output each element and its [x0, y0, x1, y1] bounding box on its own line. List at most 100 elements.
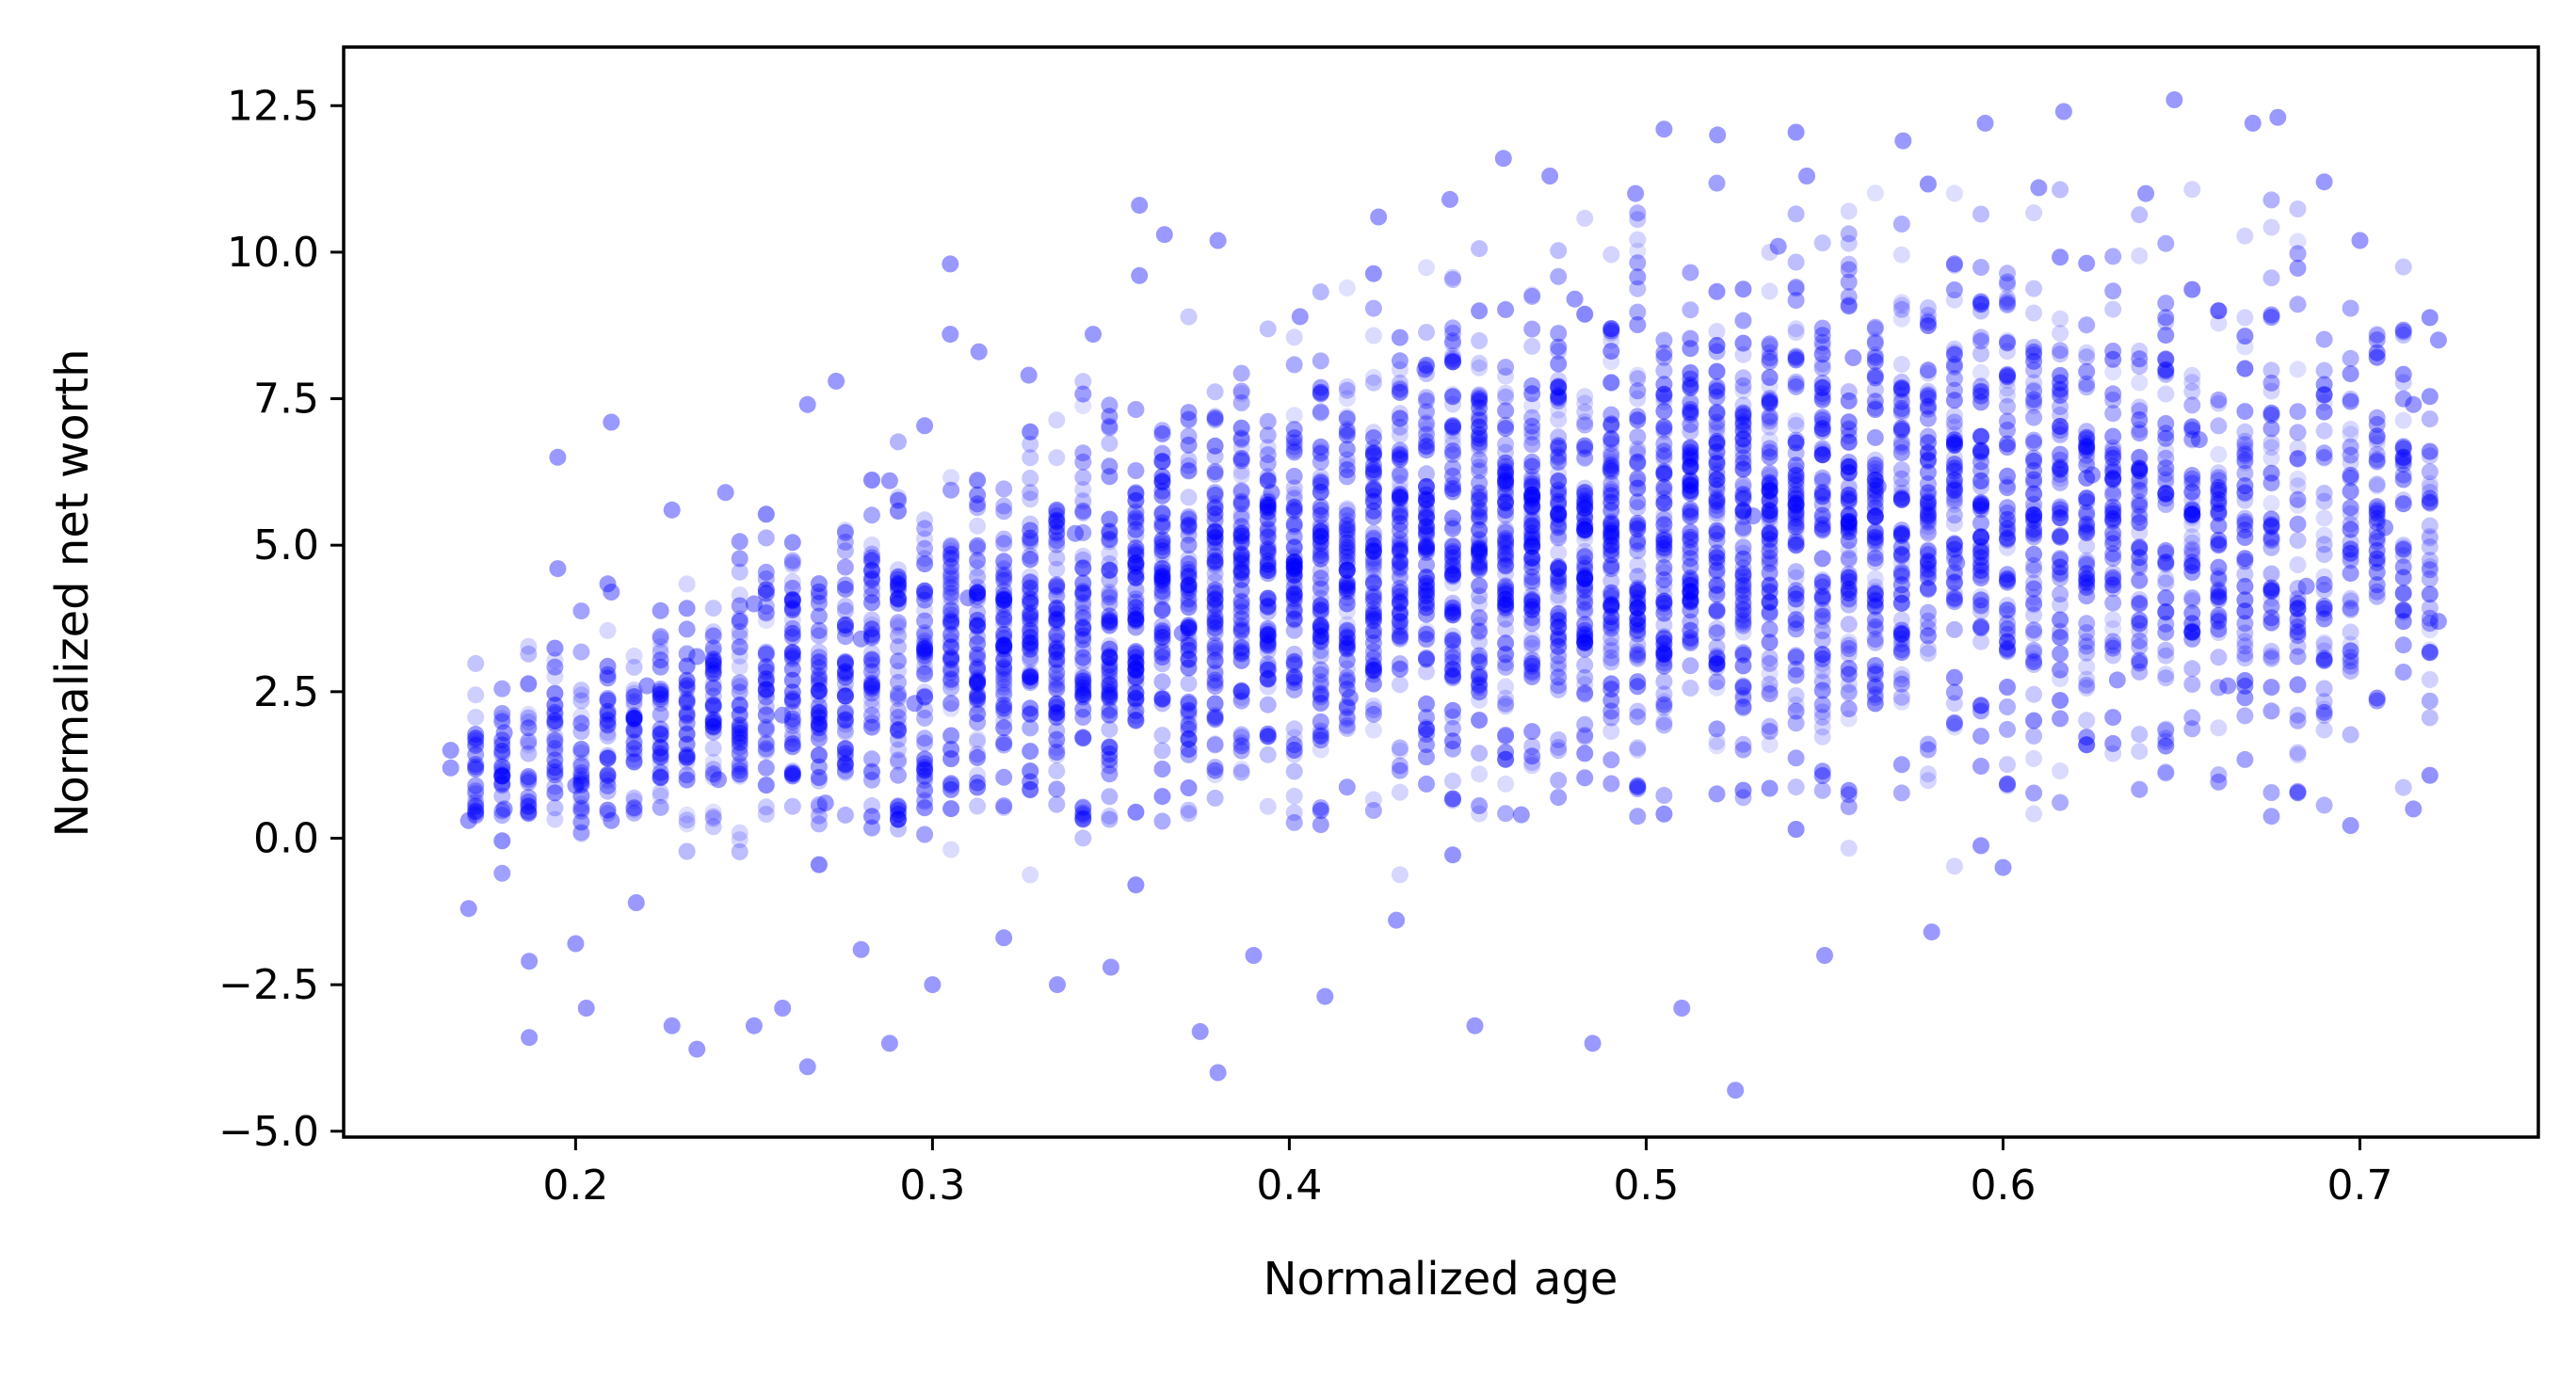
scatter-point — [863, 628, 880, 646]
scatter-point — [1338, 506, 1356, 524]
scatter-point — [1497, 689, 1515, 707]
scatter-point — [716, 484, 734, 502]
scatter-point — [1471, 647, 1489, 665]
scatter-point — [798, 395, 816, 413]
scatter-point — [1999, 386, 2016, 404]
scatter-point — [1259, 496, 1277, 514]
scatter-point — [1153, 645, 1171, 663]
scatter-point — [1022, 580, 1039, 597]
scatter-point — [1285, 537, 1303, 555]
scatter-point — [704, 711, 722, 729]
scatter-point — [942, 638, 960, 656]
scatter-point — [1285, 804, 1303, 822]
scatter-point — [1576, 569, 1594, 587]
scatter-point — [2262, 784, 2280, 801]
scatter-point — [638, 677, 656, 695]
scatter-point — [1813, 378, 1831, 396]
scatter-point — [1550, 529, 1568, 547]
scatter-point — [1285, 559, 1303, 577]
scatter-point — [572, 757, 590, 775]
x-tick-label: 0.2 — [542, 1162, 608, 1210]
scatter-point — [1074, 481, 1092, 499]
scatter-point — [1391, 553, 1409, 570]
scatter-point — [995, 591, 1013, 609]
scatter-point — [1048, 576, 1066, 594]
scatter-point — [1180, 508, 1198, 526]
scatter-point — [1101, 584, 1119, 601]
scatter-point — [652, 720, 669, 738]
scatter-point — [1048, 611, 1066, 629]
scatter-point — [890, 627, 907, 645]
scatter-point — [1945, 184, 1963, 202]
scatter-point — [2262, 648, 2280, 665]
scatter-point — [2025, 712, 2043, 730]
scatter-point — [1259, 542, 1277, 560]
scatter-point — [1364, 604, 1382, 622]
scatter-point — [1471, 555, 1489, 573]
scatter-point — [969, 675, 987, 693]
scatter-point — [2104, 535, 2122, 553]
scatter-point — [783, 683, 801, 701]
scatter-point — [1497, 728, 1515, 746]
scatter-point — [625, 708, 643, 725]
scatter-point — [1259, 490, 1277, 507]
scatter-point — [2052, 398, 2069, 415]
scatter-point — [704, 717, 722, 735]
scatter-point — [599, 665, 617, 683]
scatter-point — [1127, 662, 1145, 680]
scatter-point — [1391, 426, 1409, 443]
scatter-point — [1153, 642, 1171, 660]
scatter-point — [1391, 579, 1409, 597]
scatter-point — [810, 687, 828, 705]
scatter-point — [1259, 520, 1277, 537]
scatter-point — [1127, 603, 1145, 621]
scatter-point — [1338, 778, 1356, 796]
scatter-point — [890, 801, 907, 819]
scatter-point — [678, 707, 696, 725]
scatter-point — [863, 620, 880, 638]
scatter-point — [1153, 563, 1171, 581]
scatter-point — [1259, 637, 1277, 655]
scatter-point — [1444, 772, 1461, 790]
scatter-point — [1629, 673, 1647, 691]
scatter-point — [1180, 576, 1198, 594]
scatter-point — [1418, 622, 1435, 640]
scatter-point — [1840, 549, 1858, 567]
scatter-point — [1550, 377, 1568, 395]
scatter-point — [1338, 544, 1356, 562]
scatter-point — [2052, 310, 2069, 328]
scatter-point — [836, 542, 854, 560]
scatter-point — [1285, 667, 1303, 685]
scatter-point — [2131, 538, 2149, 556]
scatter-point — [1370, 208, 1388, 226]
scatter-point — [1180, 805, 1198, 823]
scatter-point — [1022, 648, 1039, 665]
scatter-point — [1259, 503, 1277, 521]
scatter-point — [1523, 423, 1541, 441]
scatter-point — [1813, 345, 1831, 363]
scatter-point — [1312, 442, 1329, 460]
scatter-point — [1155, 226, 1173, 244]
scatter-point — [1259, 493, 1277, 510]
scatter-point — [1945, 620, 1963, 638]
scatter-point — [1232, 560, 1250, 578]
scatter-point — [1022, 705, 1039, 722]
scatter-point — [1444, 701, 1461, 719]
scatter-point — [2262, 528, 2280, 546]
scatter-point — [678, 657, 696, 675]
scatter-point — [1418, 389, 1435, 407]
scatter-point — [1364, 585, 1382, 602]
scatter-point — [783, 710, 801, 728]
scatter-point — [757, 705, 775, 723]
scatter-point — [1338, 719, 1356, 737]
scatter-point — [1259, 496, 1277, 514]
scatter-point — [1708, 624, 1726, 642]
scatter-point — [1708, 785, 1726, 803]
scatter-point — [1259, 540, 1277, 558]
scatter-point — [1418, 425, 1435, 443]
scatter-point — [757, 735, 775, 753]
scatter-point — [1232, 639, 1250, 657]
scatter-point — [1153, 453, 1171, 471]
scatter-point — [1550, 242, 1568, 260]
scatter-point — [1153, 622, 1171, 640]
